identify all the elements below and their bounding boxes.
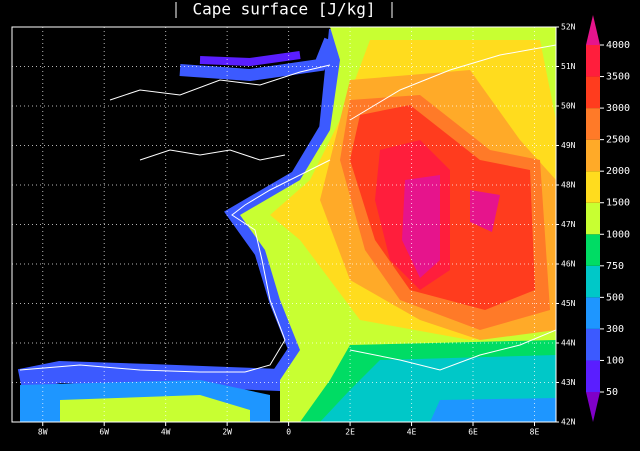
- x-tick-label: 4E: [407, 428, 417, 437]
- colorbar-segment: [586, 45, 600, 77]
- x-tick-label: 0: [286, 428, 291, 437]
- colorbar-segment: [586, 234, 600, 266]
- x-tick-label: 2W: [222, 428, 232, 437]
- colorbar-label: 300: [606, 324, 624, 335]
- cape-field: [17, 27, 556, 422]
- colorbar-label: 1500: [606, 198, 630, 209]
- y-tick-label: 52N: [561, 23, 576, 32]
- colorbar-label: 50: [606, 387, 618, 398]
- colorbar-segment: [586, 171, 600, 203]
- y-tick-label: 50N: [561, 102, 576, 111]
- colorbar-segment: [586, 328, 600, 361]
- y-tick-label: 51N: [561, 62, 576, 71]
- y-tick-label: 45N: [561, 299, 576, 308]
- y-tick-label: 47N: [561, 220, 576, 229]
- colorbar-segment: [586, 265, 600, 298]
- y-tick-label: 49N: [561, 141, 576, 150]
- colorbar-under: [586, 392, 600, 422]
- colorbar-segment: [586, 108, 600, 140]
- colorbar-label: 750: [606, 261, 624, 272]
- colorbar-segment: [586, 202, 600, 235]
- y-tick-label: 46N: [561, 260, 576, 269]
- colorbar-label: 3500: [606, 72, 630, 83]
- y-tick-label: 42N: [561, 418, 576, 427]
- x-tick-label: 4W: [161, 428, 171, 437]
- x-tick-label: 6E: [468, 428, 478, 437]
- colorbar-segment: [586, 360, 600, 392]
- y-tick-label: 43N: [561, 378, 576, 387]
- y-tick-label: 48N: [561, 181, 576, 190]
- colorbar-label: 1000: [606, 229, 630, 240]
- x-tick-label: 2E: [345, 428, 355, 437]
- x-tick-label: 6W: [99, 428, 109, 437]
- x-tick-label: 8W: [38, 428, 48, 437]
- colorbar-label: 2500: [606, 135, 630, 146]
- colorbar-label: 100: [606, 355, 624, 366]
- y-tick-label: 44N: [561, 339, 576, 348]
- colorbar-segment: [586, 76, 600, 109]
- colorbar-label: 500: [606, 292, 624, 303]
- colorbar-segment: [586, 139, 600, 172]
- x-tick-label: 8E: [530, 428, 540, 437]
- map-title: Cape surface [J/kg]: [192, 0, 375, 19]
- colorbar-segment: [586, 297, 600, 329]
- colorbar-over: [586, 15, 600, 45]
- colorbar-label: 3000: [606, 103, 630, 114]
- colorbar-label: 2000: [606, 166, 630, 177]
- colorbar-label: 4000: [606, 40, 630, 51]
